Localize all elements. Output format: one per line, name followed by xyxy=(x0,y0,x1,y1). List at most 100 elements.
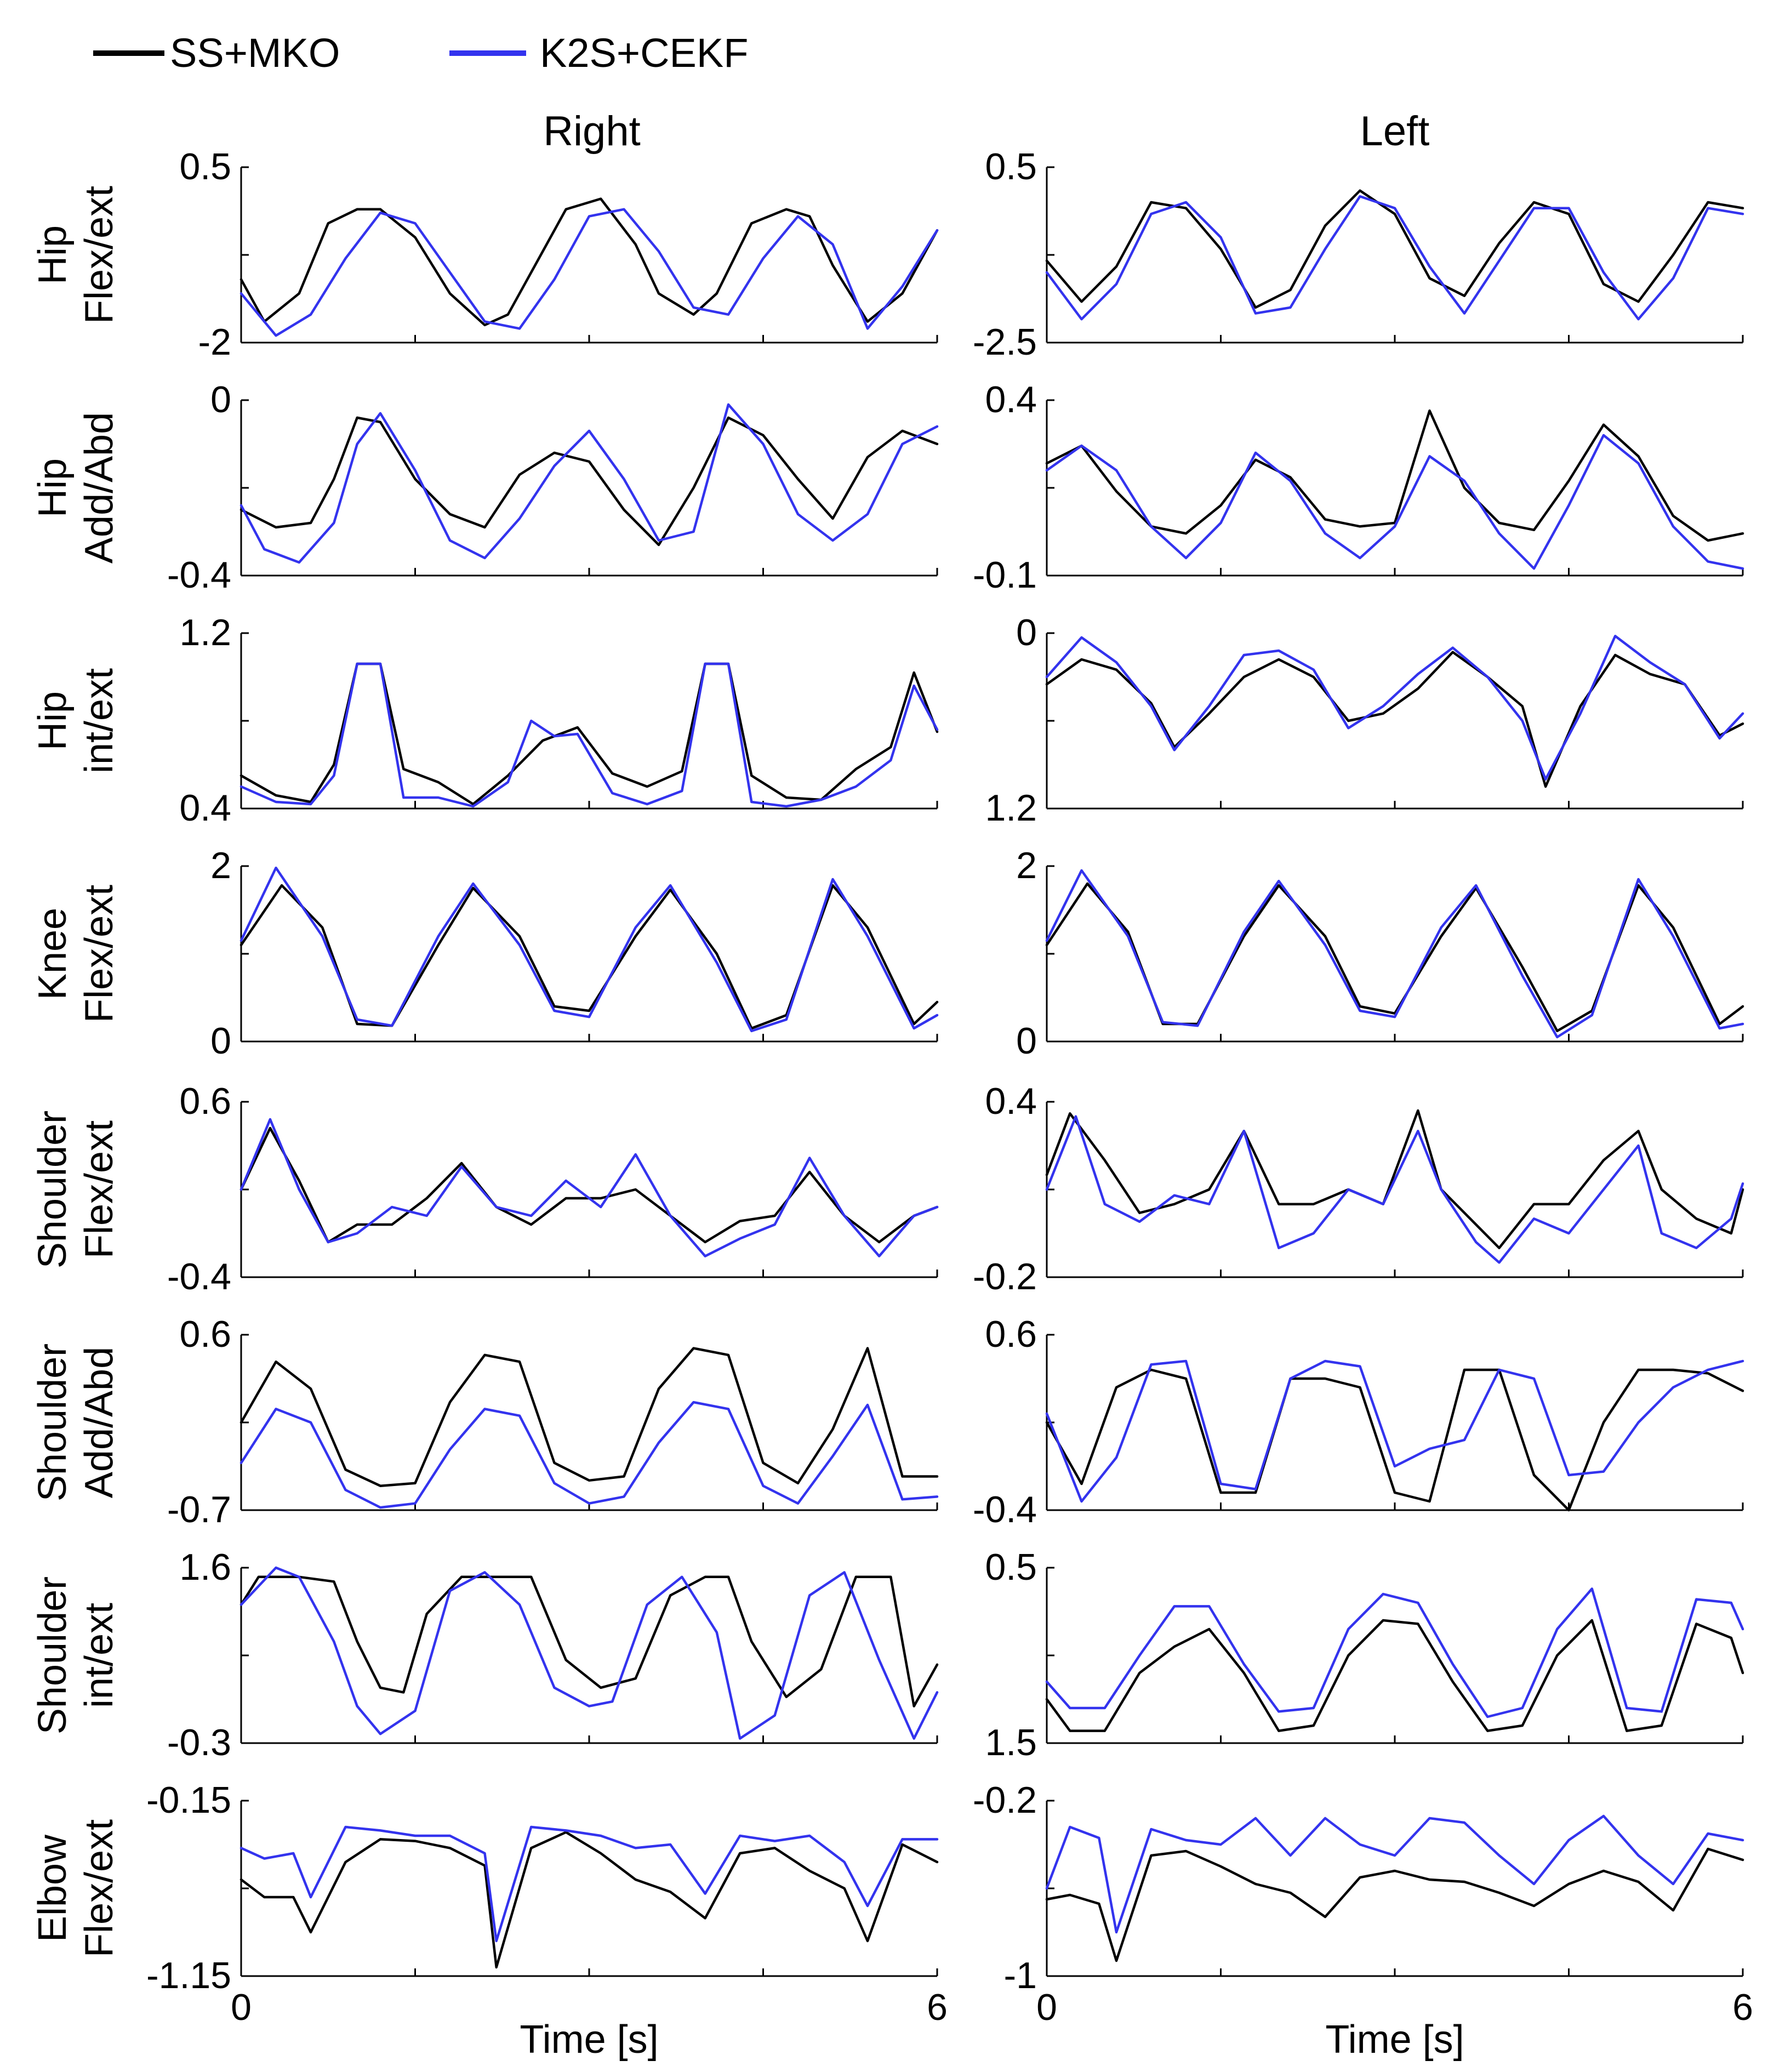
y-tick-label-bottom: -0.3 xyxy=(167,1722,231,1763)
series-line-k2s-cekf xyxy=(1045,434,1744,570)
row-label-5-0: Shoulder xyxy=(31,1344,75,1501)
series-line-ss-mko xyxy=(1045,1619,1744,1732)
panel-r5-c1: 0.6 -0.4 xyxy=(973,1313,1744,1530)
y-tick-label-top: 0.4 xyxy=(985,379,1037,420)
row-label-4-0: Shoulder xyxy=(31,1111,75,1268)
y-tick-label-bottom: 0 xyxy=(210,1020,231,1062)
series-line-ss-mko xyxy=(239,1347,939,1487)
y-tick-label-top: 0 xyxy=(1016,612,1037,653)
row-label-3-1: Flex/ext xyxy=(77,885,121,1023)
y-tick-label-top: 0.6 xyxy=(179,1080,231,1122)
series-line-k2s-cekf xyxy=(239,1401,939,1509)
panel-r1-c0: 0 -0.4 xyxy=(167,379,939,596)
row-label-2-0: Hip xyxy=(31,691,75,750)
row-label-0-0: Hip xyxy=(31,225,75,284)
series-line-k2s-cekf xyxy=(239,1566,939,1740)
series-line-k2s-cekf xyxy=(1045,1115,1744,1264)
y-tick-label-bottom: 1.2 xyxy=(985,787,1037,829)
y-tick-label-bottom: -1 xyxy=(1004,1955,1037,1996)
y-tick-label-top: 0.4 xyxy=(985,1080,1037,1122)
y-tick-label-top: 0 xyxy=(210,379,231,420)
row-label-5-1: Add/Abd xyxy=(77,1347,121,1498)
row-label-7-0: Elbow xyxy=(31,1834,75,1942)
x-axis-title-right: Time [s] xyxy=(520,2018,658,2062)
series-line-ss-mko xyxy=(239,662,939,806)
y-tick-label-bottom: 1.5 xyxy=(985,1722,1037,1763)
panel-r4-c1: 0.4 -0.2 xyxy=(973,1080,1744,1297)
series-line-ss-mko xyxy=(239,884,939,1030)
row-label-0-1: Flex/ext xyxy=(77,186,121,324)
column-title-left: Left xyxy=(1360,108,1430,155)
y-tick-label-bottom: -0.4 xyxy=(167,554,231,596)
legend-label-ss-mko: SS+MKO xyxy=(170,30,340,76)
row-label-1-1: Add/Abd xyxy=(77,412,121,563)
x-tick-label-start: 0 xyxy=(231,1986,252,2028)
y-tick-label-top: 2 xyxy=(1016,845,1037,886)
series-line-ss-mko xyxy=(239,1831,939,1969)
series-line-k2s-cekf xyxy=(239,208,939,337)
series-line-k2s-cekf xyxy=(1045,635,1744,781)
y-tick-label-bottom: -0.1 xyxy=(973,554,1037,596)
series-line-k2s-cekf xyxy=(1045,869,1744,1039)
panel-r5-c0: 0.6 -0.7 xyxy=(167,1313,939,1530)
panel-r7-c0: -0.15 -1.150 6 xyxy=(146,1779,948,2028)
series-line-ss-mko xyxy=(239,1575,939,1707)
y-tick-label-bottom: 0 xyxy=(1016,1020,1037,1062)
y-tick-label-top: -0.2 xyxy=(973,1779,1037,1821)
panel-r6-c0: 1.6 -0.3 xyxy=(167,1546,939,1763)
y-tick-label-bottom: -1.15 xyxy=(146,1955,231,1996)
series-line-k2s-cekf xyxy=(239,1825,939,1943)
y-tick-label-top: 0.6 xyxy=(985,1313,1037,1355)
legend: SS+MKO K2S+CEKF xyxy=(93,30,748,76)
y-tick-label-bottom: -2.5 xyxy=(973,321,1037,363)
column-title-right: Right xyxy=(543,108,640,155)
series-line-ss-mko xyxy=(1045,1368,1744,1512)
x-tick-label-end: 6 xyxy=(1732,1986,1753,2028)
series-line-ss-mko xyxy=(1045,189,1744,309)
series-line-k2s-cekf xyxy=(239,662,939,808)
y-tick-label-bottom: -0.7 xyxy=(167,1489,231,1530)
panel-r7-c1: -0.2 -10 6 xyxy=(973,1779,1753,2028)
row-label-6-0: Shoulder xyxy=(31,1576,75,1734)
series-line-k2s-cekf xyxy=(1045,1359,1744,1503)
panel-r0-c0: 0.5 -2 xyxy=(179,146,939,363)
series-line-ss-mko xyxy=(1045,1847,1744,1962)
y-tick-label-top: -0.15 xyxy=(146,1779,231,1821)
x-tick-label-start: 0 xyxy=(1036,1986,1057,2028)
y-tick-label-top: 0.5 xyxy=(985,1546,1037,1588)
y-tick-label-bottom: -0.4 xyxy=(973,1489,1037,1530)
series-line-ss-mko xyxy=(1045,409,1744,542)
series-line-k2s-cekf xyxy=(239,866,939,1033)
row-label-7-1: Flex/ext xyxy=(77,1819,121,1957)
panel-r6-c1: 0.5 1.5 xyxy=(985,1546,1744,1763)
y-tick-label-bottom: -2 xyxy=(198,321,231,363)
y-tick-label-bottom: -0.2 xyxy=(973,1256,1037,1297)
panel-r4-c0: 0.6 -0.4 xyxy=(167,1080,939,1297)
y-tick-label-top: 0.6 xyxy=(179,1313,231,1355)
y-tick-label-bottom: 0.4 xyxy=(179,787,231,829)
row-label-2-1: int/ext xyxy=(77,668,121,773)
series-line-k2s-cekf xyxy=(1045,1814,1744,1934)
panel-r3-c0: 20 xyxy=(210,845,939,1062)
series-line-ss-mko xyxy=(1045,1109,1744,1249)
y-tick-label-top: 1.6 xyxy=(179,1546,231,1588)
row-label-3-0: Knee xyxy=(31,908,75,1000)
series-line-k2s-cekf xyxy=(1045,1587,1744,1718)
panel-r2-c1: 01.2 xyxy=(985,612,1744,829)
series-line-ss-mko xyxy=(1045,882,1744,1033)
series-line-ss-mko xyxy=(239,416,939,547)
panel-r0-c1: 0.5 -2.5 xyxy=(973,146,1744,363)
series-line-k2s-cekf xyxy=(1045,195,1744,321)
panel-r3-c1: 20 xyxy=(1016,845,1744,1062)
y-tick-label-top: 1.2 xyxy=(179,612,231,653)
series-line-ss-mko xyxy=(239,197,939,327)
x-tick-label-end: 6 xyxy=(927,1986,948,2028)
series-line-ss-mko xyxy=(239,1126,939,1244)
x-axis-title-left: Time [s] xyxy=(1325,2018,1464,2062)
panel-r2-c0: 1.2 0.4 xyxy=(179,612,939,829)
row-label-4-1: Flex/ext xyxy=(77,1120,121,1259)
row-label-1-0: Hip xyxy=(31,458,75,517)
y-tick-label-top: 0.5 xyxy=(179,146,231,187)
